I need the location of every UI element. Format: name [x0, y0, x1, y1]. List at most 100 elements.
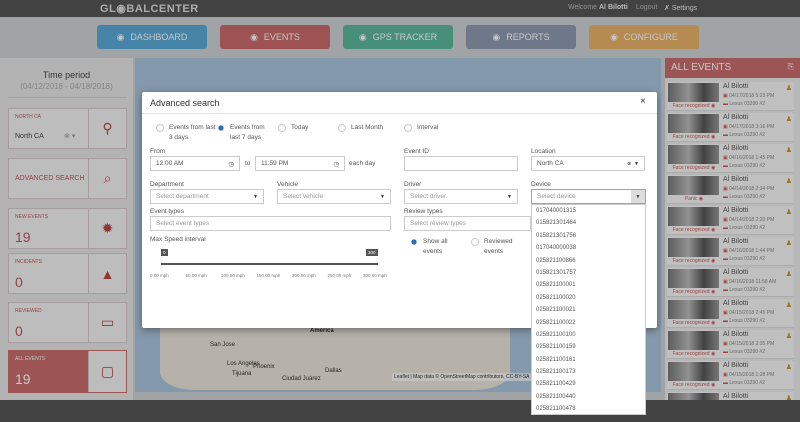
device-option[interactable]: 015821301464 — [536, 220, 577, 227]
radio-dot[interactable] — [404, 124, 412, 132]
location-box[interactable]: NORTH CA North CA ⊗ ▾ ⚲ — [8, 108, 127, 149]
event-vehicle: ▬ Lexus 03290 #2 — [723, 163, 765, 169]
eye-icon[interactable]: ◉ — [710, 289, 716, 295]
event-thumbnail[interactable] — [668, 300, 719, 319]
eye-icon[interactable]: ◉ — [710, 351, 716, 357]
review-radio-show-all[interactable]: Show all events — [410, 237, 460, 257]
eye-icon[interactable]: ◉ — [710, 227, 716, 233]
period-radio-7-days[interactable]: Events from last 7 days — [217, 123, 273, 143]
eye-icon[interactable]: ◉ — [710, 103, 716, 109]
eye-icon[interactable]: ◉ — [710, 134, 716, 140]
device-option[interactable]: 025821100021 — [536, 307, 576, 314]
from-time-input[interactable]: 12:00 AM ◷ — [150, 156, 240, 171]
device-option[interactable]: 025821100429 — [536, 381, 576, 388]
period-radio-interval[interactable]: Interval — [404, 123, 438, 133]
device-option[interactable]: 017040000038 — [536, 245, 577, 252]
logo[interactable]: GL◉BALCENTER — [100, 3, 199, 15]
radio-dot[interactable] — [338, 124, 346, 132]
eye-icon[interactable]: ◉ — [710, 320, 716, 326]
event-card[interactable]: Face recognized ◉ Al Bilotti ▣ 04/16/2018 … — [667, 144, 794, 173]
speed-max-handle[interactable]: 300 — [366, 249, 378, 256]
period-radio-last-month[interactable]: Last Month — [338, 123, 383, 133]
device-option[interactable]: 025821100478 — [536, 406, 576, 413]
device-option[interactable]: 025821100100 — [536, 331, 576, 338]
radio-dot[interactable] — [278, 124, 286, 132]
event-thumbnail[interactable] — [668, 176, 719, 195]
device-option[interactable]: 025821100020 — [536, 294, 576, 301]
map-pin-icon[interactable]: ⚲ — [88, 109, 126, 148]
event-card[interactable]: Face recognized ◉ Al Bilotti ▣ 04/17/2018 … — [667, 82, 794, 111]
period-radio-today[interactable]: Today — [278, 123, 308, 133]
event-card[interactable]: Face recognized ◉ Al Bilotti ▣ 04/16/2018 … — [667, 268, 794, 297]
event-thumbnail[interactable] — [668, 238, 719, 257]
event-card[interactable]: Face recognized ◉ Al Bilotti ▣ 04/14/2018 … — [667, 206, 794, 235]
eye-icon[interactable]: ◉ — [710, 165, 716, 171]
review-radio-reviewed[interactable]: Reviewed events — [471, 237, 521, 257]
all-events-box[interactable]: ALL EVENTS 19 ▢ — [8, 350, 127, 393]
event-card[interactable]: Face recognized ◉ Al Bilotti ▣ 04/15/2018 … — [667, 330, 794, 359]
to-time-input[interactable]: 11:59 PM ◷ — [255, 156, 345, 171]
nav-gps-tracker[interactable]: ◉ GPS TRACKER — [343, 25, 453, 49]
event-thumbnail[interactable] — [668, 207, 719, 226]
logout-link[interactable]: Logout — [636, 4, 658, 11]
event-id-input[interactable] — [404, 156, 518, 171]
event-types-select[interactable]: Select event types — [150, 216, 391, 231]
clock-icon[interactable]: ◷ — [333, 160, 339, 168]
clock-icon[interactable]: ◷ — [228, 160, 234, 168]
device-option[interactable]: 025821100159 — [536, 344, 576, 351]
review-types-select[interactable]: Select review types — [404, 216, 531, 231]
device-option[interactable]: 025821100173 — [536, 369, 576, 376]
event-card[interactable]: Panic ◉ Al Bilotti ▣ 04/14/2018 2:34 PM ▬ L… — [667, 175, 794, 204]
event-card[interactable]: Face recognized ◉ Al Bilotti ▣ 04/17/2018 … — [667, 113, 794, 142]
nav-reports[interactable]: ◉ REPORTS — [466, 25, 576, 49]
vehicle-select[interactable]: Select vehicle ▼ — [277, 189, 391, 204]
radio-dot[interactable] — [156, 124, 164, 132]
advanced-search-button[interactable]: ADVANCED SEARCH ⌕ — [8, 158, 127, 199]
event-thumbnail[interactable] — [668, 83, 719, 102]
eye-icon[interactable]: ◉ — [698, 196, 704, 202]
department-select[interactable]: Select department ▼ — [150, 189, 264, 204]
speed-min-handle[interactable]: 0 — [161, 249, 168, 256]
device-select[interactable]: Select device ▼ — [531, 189, 646, 204]
radio-dot[interactable] — [471, 238, 479, 246]
new-events-box[interactable]: NEW EVENTS 19 ✹ — [8, 208, 127, 249]
close-button[interactable]: × — [640, 96, 646, 107]
settings-link[interactable]: ✗ Settings — [664, 4, 697, 12]
event-thumbnail[interactable] — [668, 269, 719, 288]
driver-select[interactable]: Select driver ▼ — [404, 189, 518, 204]
location-select[interactable]: North CA — [15, 133, 44, 140]
device-option[interactable]: 025821100001 — [536, 282, 576, 289]
radio-dot[interactable] — [217, 124, 225, 132]
export-icon[interactable]: ⎘ — [787, 62, 794, 71]
device-dropdown[interactable]: 017040001315 015821301464 015821301756 0170… — [531, 204, 646, 415]
radio-dot[interactable] — [410, 238, 418, 246]
device-option[interactable]: 015821301756 — [536, 232, 577, 239]
clear-icon[interactable]: ⊗ ▾ — [64, 133, 76, 140]
nav-dashboard[interactable]: ◉ DASHBOARD — [97, 25, 207, 49]
map-attribution[interactable]: Leaflet | Map data © OpenStreetMap contr… — [392, 373, 532, 381]
event-card[interactable]: Face recognized ◉ Al Bilotti ▣ 04/16/2018 … — [667, 237, 794, 266]
event-card[interactable]: Face recognized ◉ Al Bilotti ▣ 04/15/2018 … — [667, 361, 794, 390]
incidents-box[interactable]: INCIDENTS 0 ▲ — [8, 253, 127, 294]
device-option[interactable]: 025821100440 — [536, 393, 576, 400]
device-option[interactable]: 025821100161 — [536, 356, 576, 363]
device-option[interactable]: 025821100022 — [536, 319, 576, 326]
event-card[interactable]: Face recognized ◉ Al Bilotti ▣ 04/15/2018 … — [667, 299, 794, 328]
clear-and-chevron-icon[interactable]: ⊗ ▼ — [627, 160, 639, 167]
event-thumbnail[interactable] — [668, 362, 719, 381]
event-thumbnail[interactable] — [668, 331, 719, 350]
location-select[interactable]: North CA ⊗ ▼ — [531, 156, 645, 171]
period-radio-3-days[interactable]: Events from last 3 days — [156, 123, 216, 143]
reviewed-box[interactable]: REVIEWED 0 ▭ — [8, 302, 127, 343]
event-thumbnail[interactable] — [668, 145, 719, 164]
device-option[interactable]: 025821100866 — [536, 257, 576, 264]
eye-icon[interactable]: ◉ — [710, 258, 716, 264]
nav-configure[interactable]: ◉ CONFIGURE — [589, 25, 699, 49]
device-option[interactable]: 017040001315 — [536, 208, 577, 214]
device-option[interactable]: 015821301757 — [536, 269, 577, 276]
speed-slider-track[interactable] — [161, 263, 378, 265]
nav-events[interactable]: ◉ EVENTS — [220, 25, 330, 49]
eye-icon[interactable]: ◉ — [710, 382, 716, 388]
event-thumbnail[interactable] — [668, 114, 719, 133]
chevron-down-icon[interactable]: ▼ — [631, 190, 645, 203]
